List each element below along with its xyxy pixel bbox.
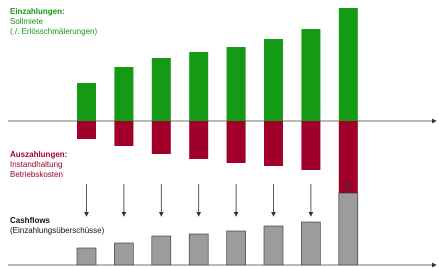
bar bbox=[77, 121, 96, 139]
bar bbox=[264, 39, 283, 121]
series-description: Betriebskosten bbox=[10, 170, 63, 179]
bar bbox=[264, 226, 283, 265]
bar bbox=[189, 234, 208, 265]
bar bbox=[264, 121, 283, 166]
bar bbox=[227, 231, 246, 265]
series-label: Cashflows bbox=[10, 216, 51, 225]
bar bbox=[189, 52, 208, 121]
series-description: Sollmiete bbox=[10, 17, 43, 26]
bar bbox=[152, 121, 171, 154]
bar bbox=[227, 121, 246, 163]
series-description: (Einzahlungsüberschüsse) bbox=[10, 226, 105, 235]
chart: Einzahlungen:Sollmiete(./. Erlösschmäler… bbox=[0, 0, 439, 268]
bar bbox=[301, 29, 320, 121]
series-label: Auszahlungen: bbox=[10, 150, 67, 159]
bar bbox=[114, 121, 133, 146]
series-description: (./. Erlösschmälerungen) bbox=[10, 27, 97, 36]
bar bbox=[114, 243, 133, 265]
bar bbox=[77, 83, 96, 121]
bar bbox=[77, 248, 96, 265]
bar bbox=[152, 236, 171, 265]
bar bbox=[301, 222, 320, 265]
bar bbox=[152, 58, 171, 121]
bar bbox=[189, 121, 208, 159]
series-label: Einzahlungen: bbox=[10, 7, 65, 16]
bar bbox=[301, 121, 320, 170]
bar bbox=[339, 193, 358, 265]
bar bbox=[339, 8, 358, 121]
bar bbox=[227, 47, 246, 121]
series-description: Instandhaltung bbox=[10, 160, 63, 169]
bar bbox=[114, 67, 133, 121]
